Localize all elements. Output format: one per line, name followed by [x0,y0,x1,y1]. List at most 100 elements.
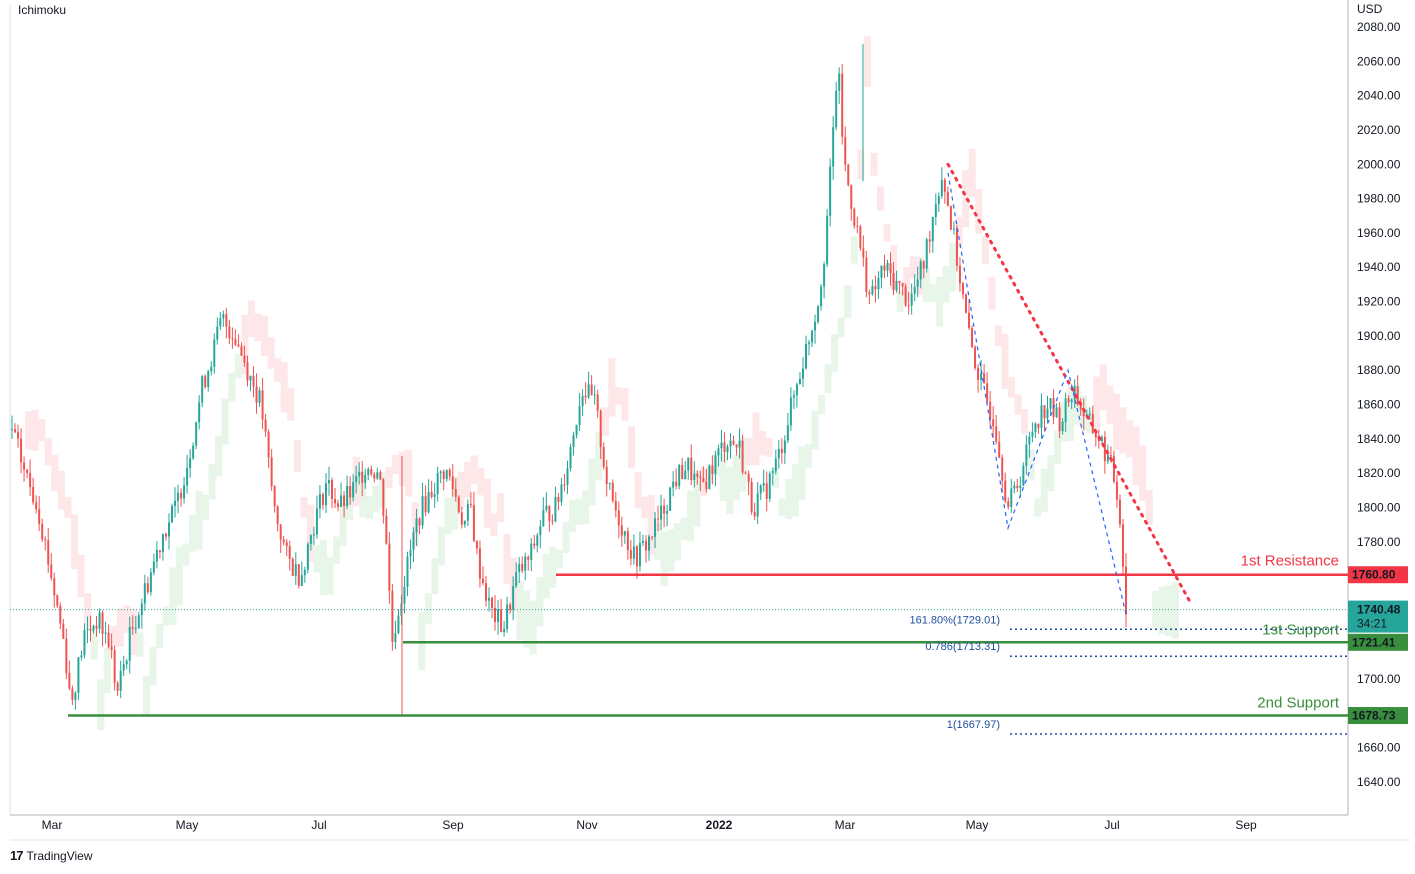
cloud-segment [1112,393,1120,450]
candle-body [481,578,484,584]
cloud-segment [582,490,590,525]
cloud-segment [247,300,255,337]
candle-body [735,444,738,448]
candle-body [376,472,379,479]
candle-body [152,561,155,573]
cloud-segment [70,514,79,570]
cloud-segment [405,449,413,497]
candle-body [1046,408,1049,419]
candle-body [379,472,382,480]
candle-body [916,279,919,287]
candle-body [53,578,56,596]
candle-body [421,496,424,526]
cloud-segment [791,463,799,517]
candle-body [623,531,626,536]
cloud-segment [765,438,773,457]
candle-body [409,549,412,557]
candle-body [910,293,913,306]
candle-body [454,489,457,497]
candle-body [373,474,376,479]
candle-body [125,660,128,665]
price-tick-label: 1840.00 [1357,432,1401,446]
candle-body [548,505,551,521]
candle-body [874,286,877,290]
candle-body [964,294,967,313]
cloud-segment [97,679,105,731]
candle-body [358,471,361,477]
candle-body [134,628,137,630]
cloud-segment [975,189,983,234]
cloud-segment [929,284,937,302]
candle-body [533,543,536,546]
candle-body [1076,386,1079,405]
candle-body [23,462,26,470]
cloud-segment [647,494,655,555]
cloud-segment [228,372,236,402]
candle-body [789,397,792,426]
resistance-trendline[interactable] [946,162,1192,604]
candles [11,64,1127,710]
candle-body [1055,407,1058,418]
candle-body [768,473,771,499]
candle-body [795,384,798,396]
cloud-segment [1001,334,1009,390]
cloud-segment [110,625,118,647]
candle-body [186,467,189,486]
candle-body [835,90,838,128]
cloud-segment [234,353,242,379]
candle-body [315,508,318,535]
candle-body [237,344,240,347]
candle-body [850,185,853,209]
candle-body [1028,436,1031,445]
cloud-segment [1034,498,1042,517]
resistance-price-tag: 1760.80 [1352,568,1396,582]
candle-body [859,226,862,249]
candle-body [808,342,811,344]
candle-body [512,586,515,610]
cloud-segment [64,497,72,518]
resistance-label: 1st Resistance [1241,553,1339,570]
cloud-segment [549,547,557,588]
candle-body [780,448,783,454]
candle-body [657,518,660,520]
candle-body [1004,480,1007,502]
cloud-segment [935,276,944,327]
candle-body [303,569,306,576]
candle-body [83,630,86,656]
candle-body [995,426,998,442]
candle-body [282,539,285,543]
candle-body [394,633,397,643]
candle-body [146,583,149,593]
candle-body [853,208,856,226]
brand-name: TradingView [26,848,93,863]
candle-body [418,518,421,526]
candle-body [225,314,228,327]
cloud-segment [503,533,511,584]
candle-body [1070,399,1073,403]
price-tick-label: 1640.00 [1357,775,1401,789]
candle-body [62,623,65,639]
cloud-segment [759,430,767,456]
candle-body [542,510,545,527]
cloud-segment [38,419,46,442]
candle-body [1082,409,1085,417]
candle-body [980,373,983,380]
cloud-segment [555,549,563,569]
cloud-segment [1053,430,1061,465]
tradingview-logo[interactable]: 17 TradingView [10,848,93,863]
candle-body [334,498,337,504]
candle-body [587,384,590,398]
cloud-segment [713,452,721,477]
cloud-segment [837,317,845,338]
candle-body [1040,405,1043,428]
cloud-segment [1126,420,1134,458]
indicator-label[interactable]: Ichimoku [18,3,67,17]
candle-body [922,261,925,269]
candle-body [385,515,388,544]
cloud-segment [726,466,734,514]
cloud-segment [876,186,885,211]
candle-body [20,438,23,463]
candle-body [862,248,865,258]
candle-body [720,442,723,449]
